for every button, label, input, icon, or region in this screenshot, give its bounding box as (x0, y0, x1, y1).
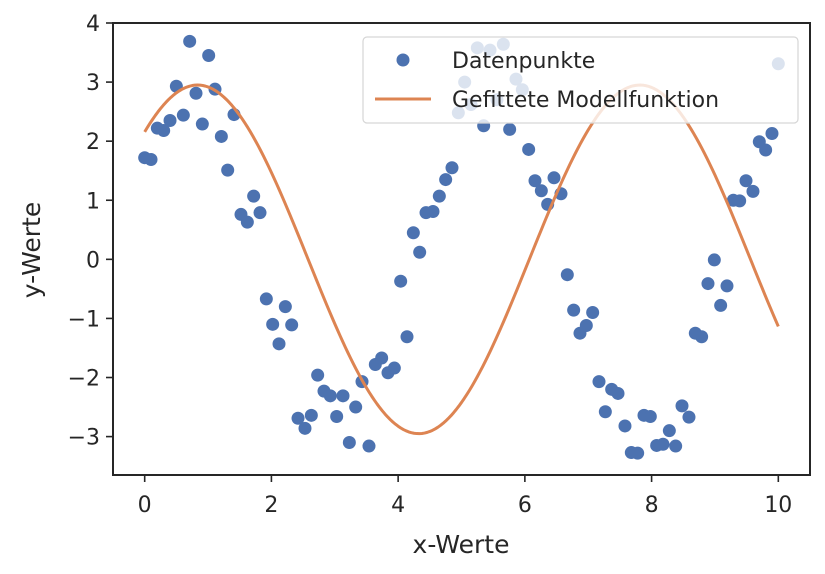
data-point (272, 337, 286, 351)
legend-marker-datenpunkte (396, 53, 410, 67)
x-tick-label: 0 (138, 493, 152, 518)
legend-label-modellfunktion: Gefittete Modellfunktion (452, 88, 719, 113)
fitted-curve (143, 83, 780, 436)
data-point (426, 204, 440, 218)
data-point (387, 361, 401, 375)
legend-label-datenpunkte: Datenpunkte (452, 49, 595, 74)
axis-ticks: 0 2 4 6 8 10 −3 −2 −1 0 1 2 3 4 (68, 12, 793, 518)
data-point (259, 292, 273, 306)
data-point (400, 330, 414, 344)
data-point (522, 142, 536, 156)
axes-frame (112, 22, 811, 476)
data-point (176, 108, 190, 122)
x-tick-label: 10 (764, 493, 792, 518)
data-point (163, 113, 177, 127)
y-tick-label: −3 (68, 426, 100, 451)
y-tick-label: 0 (86, 248, 100, 273)
x-tick-label: 4 (391, 493, 405, 518)
data-point (746, 184, 760, 198)
x-tick-label: 8 (645, 493, 659, 518)
data-point (669, 439, 683, 453)
data-point (765, 126, 779, 140)
x-tick-label: 6 (518, 493, 532, 518)
data-point (598, 405, 612, 419)
data-point (662, 424, 676, 438)
data-point (739, 174, 753, 188)
data-point (278, 300, 292, 314)
y-tick-label: 4 (86, 12, 100, 37)
x-axis-label: x-Werte (413, 530, 510, 559)
data-point (733, 194, 747, 208)
data-point (720, 279, 734, 293)
data-point (759, 143, 773, 157)
data-point (323, 389, 337, 403)
data-point (439, 173, 453, 187)
data-point (413, 245, 427, 259)
data-point (547, 171, 561, 185)
data-point (183, 34, 197, 48)
data-point (534, 184, 548, 198)
data-point (618, 419, 632, 433)
y-tick-label: 1 (86, 189, 100, 214)
data-point (214, 129, 228, 143)
data-point (656, 437, 670, 451)
data-point (682, 410, 696, 424)
data-point (675, 399, 689, 413)
data-point (298, 421, 312, 435)
data-point (285, 318, 299, 332)
data-point (643, 410, 657, 424)
data-point (631, 446, 645, 460)
data-point (394, 274, 408, 288)
data-point (714, 298, 728, 312)
data-point (330, 410, 344, 424)
data-point (701, 277, 715, 291)
data-point (195, 117, 209, 131)
y-axis-label: y-Werte (17, 202, 46, 298)
x-tick-label: 2 (264, 493, 278, 518)
data-point (240, 215, 254, 229)
data-point (253, 206, 267, 220)
data-point (445, 161, 459, 175)
data-point (528, 174, 542, 188)
y-tick-label: −2 (68, 367, 100, 392)
data-point (586, 306, 600, 320)
data-point (579, 319, 593, 333)
y-tick-label: 3 (86, 71, 100, 96)
legend: Datenpunkte Gefittete Modellfunktion (362, 36, 799, 124)
data-point (432, 189, 446, 203)
data-point (311, 368, 325, 382)
data-point (291, 411, 305, 425)
data-point (342, 436, 356, 450)
data-point (503, 122, 517, 136)
data-point (375, 351, 389, 365)
y-tick-label: −1 (68, 307, 100, 332)
data-point (560, 268, 574, 282)
data-point (362, 439, 376, 453)
data-point (144, 152, 158, 166)
data-point (304, 408, 318, 422)
data-point (695, 330, 709, 344)
data-point (336, 389, 350, 403)
data-point (592, 375, 606, 389)
legend-box (362, 36, 799, 124)
data-point (349, 400, 363, 414)
data-point (567, 303, 581, 317)
data-point (157, 124, 171, 138)
data-point (266, 317, 280, 331)
data-point (406, 226, 420, 240)
data-point (611, 386, 625, 400)
data-point (189, 86, 203, 100)
data-point (247, 189, 261, 203)
data-point (221, 163, 235, 177)
plot-area (138, 34, 785, 460)
data-point (707, 253, 721, 267)
y-tick-label: 2 (86, 130, 100, 155)
data-point (202, 48, 216, 62)
